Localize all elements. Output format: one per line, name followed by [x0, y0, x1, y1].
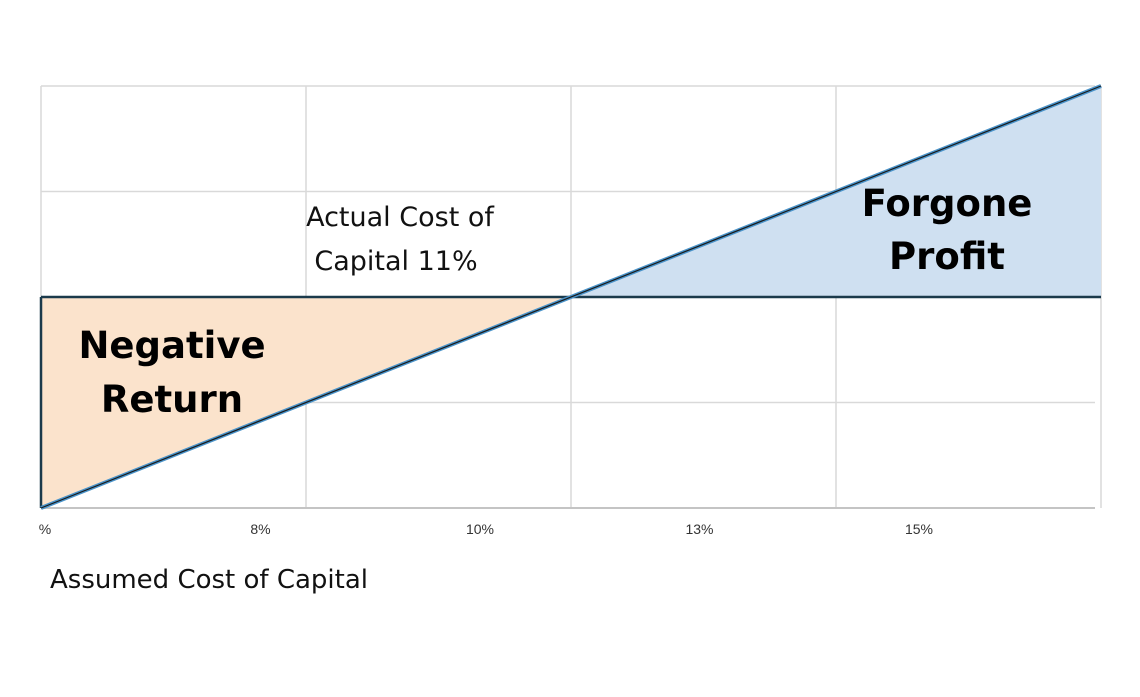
x-tick-label: 13%: [685, 521, 713, 537]
negative-return-label-line-1: Negative: [78, 324, 265, 367]
forgone-profit-label-line-1: Forgone: [862, 182, 1033, 225]
actual-cost-annotation-line-2: Capital 11%: [314, 246, 477, 277]
x-tick-label: %: [39, 521, 51, 537]
negative-return-label-line-2: Return: [101, 378, 243, 421]
x-tick-labels: % 8% 10% 13% 15%: [39, 521, 933, 537]
x-tick-label: 10%: [466, 521, 494, 537]
assumed-cost-line-core: [40, 85, 1102, 509]
forgone-profit-label-line-2: Profit: [889, 235, 1005, 278]
actual-cost-annotation-line-1: Actual Cost of: [306, 202, 495, 233]
x-tick-label: 15%: [905, 521, 933, 537]
x-tick-label: 8%: [250, 521, 270, 537]
x-axis-title: Assumed Cost of Capital: [50, 565, 368, 595]
